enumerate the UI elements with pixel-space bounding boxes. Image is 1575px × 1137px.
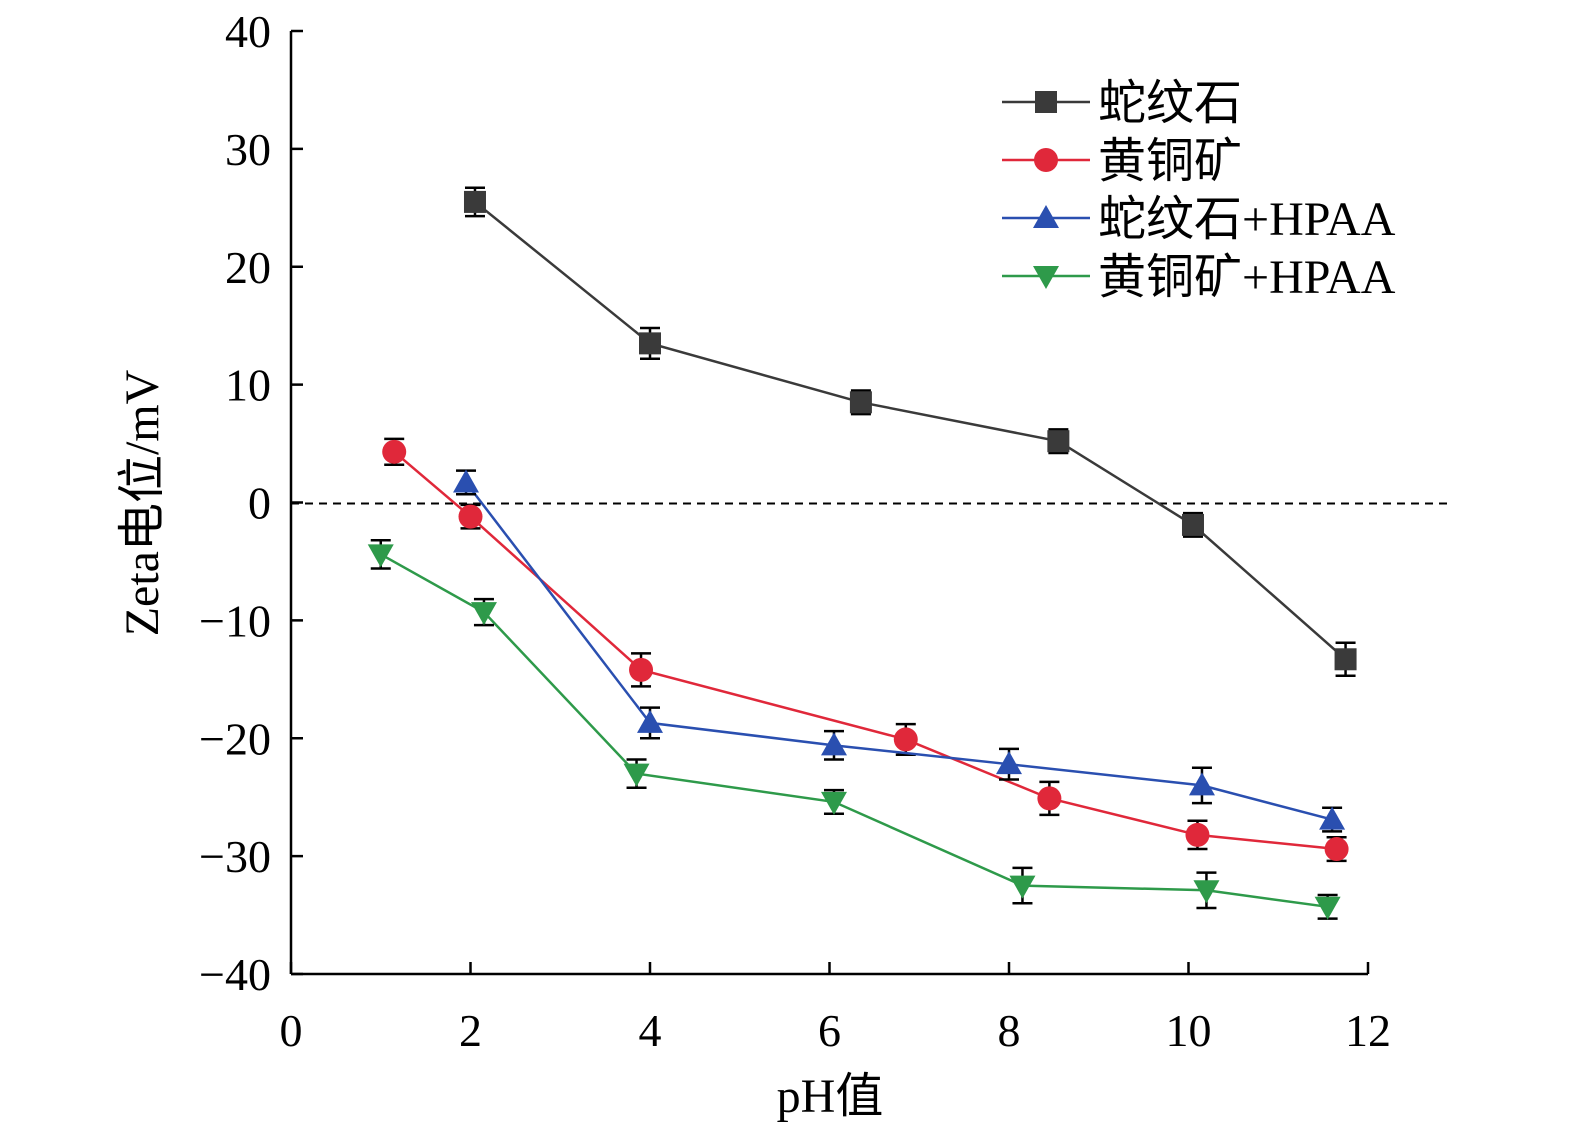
data-point bbox=[382, 439, 407, 464]
x-tick-label: 10 bbox=[1166, 1005, 1212, 1056]
legend-marker bbox=[1034, 148, 1058, 172]
x-axis-title: pH值 bbox=[777, 1070, 884, 1123]
data-point bbox=[893, 727, 918, 752]
data-point bbox=[367, 544, 394, 568]
y-tick-label: 20 bbox=[225, 242, 271, 293]
y-tick-label: −10 bbox=[199, 595, 271, 646]
legend-label: 黄铜矿+HPAA bbox=[1098, 251, 1396, 304]
series-3 bbox=[453, 469, 1346, 833]
data-point bbox=[637, 709, 663, 733]
x-tick-label: 6 bbox=[818, 1005, 841, 1056]
data-point bbox=[1037, 786, 1062, 811]
data-point bbox=[1314, 896, 1341, 920]
legend-entry-1: 蛇纹石 bbox=[1002, 77, 1242, 130]
data-point bbox=[1181, 513, 1204, 536]
data-point bbox=[623, 763, 650, 787]
y-tick-label: −40 bbox=[199, 949, 271, 1000]
legend-label: 蛇纹石 bbox=[1098, 77, 1242, 130]
data-point bbox=[453, 469, 480, 493]
data-point bbox=[1185, 822, 1210, 847]
data-point bbox=[1047, 430, 1070, 453]
x-tick-label: 12 bbox=[1345, 1005, 1391, 1056]
data-point bbox=[1188, 772, 1215, 796]
y-tick-label: 40 bbox=[225, 6, 271, 57]
series-4 bbox=[367, 538, 1341, 920]
data-point bbox=[849, 391, 872, 414]
series-line bbox=[380, 553, 1328, 909]
x-tick-label: 2 bbox=[459, 1005, 482, 1056]
legend-marker bbox=[1033, 266, 1059, 289]
data-point bbox=[1334, 648, 1357, 671]
data-point bbox=[820, 732, 847, 756]
data-point bbox=[820, 791, 847, 815]
data-point bbox=[458, 504, 483, 529]
y-tick-label: −20 bbox=[199, 713, 271, 764]
legend-entry-4: 黄铜矿+HPAA bbox=[1002, 251, 1396, 304]
data-point bbox=[1324, 837, 1349, 862]
data-point bbox=[1009, 875, 1036, 899]
y-axis-title: Zeta电位/mV bbox=[116, 369, 169, 636]
data-point bbox=[1319, 806, 1346, 830]
series-line bbox=[465, 481, 1333, 821]
legend-marker bbox=[1033, 205, 1059, 228]
legend-label: 黄铜矿 bbox=[1098, 135, 1242, 188]
x-tick-label: 4 bbox=[639, 1005, 662, 1056]
series-2 bbox=[382, 437, 1349, 863]
legend-marker bbox=[1035, 91, 1057, 113]
data-point bbox=[470, 602, 497, 626]
x-tick-label: 0 bbox=[280, 1005, 303, 1056]
y-tick-label: 0 bbox=[248, 478, 271, 529]
y-tick-label: −30 bbox=[199, 831, 271, 882]
data-point bbox=[463, 190, 486, 213]
legend-entry-2: 黄铜矿 bbox=[1002, 135, 1242, 188]
x-tick-label: 8 bbox=[998, 1005, 1021, 1056]
y-tick-label: 10 bbox=[225, 360, 271, 411]
data-point bbox=[629, 657, 654, 682]
series-1 bbox=[463, 186, 1357, 678]
series-line bbox=[474, 200, 1347, 661]
y-tick-label: 30 bbox=[225, 124, 271, 175]
data-point bbox=[996, 751, 1022, 775]
data-point bbox=[639, 332, 661, 355]
plot-area bbox=[291, 186, 1453, 920]
legend-label: 蛇纹石+HPAA bbox=[1098, 193, 1396, 246]
legend-entry-3: 蛇纹石+HPAA bbox=[1002, 193, 1396, 246]
data-point bbox=[1193, 880, 1220, 904]
